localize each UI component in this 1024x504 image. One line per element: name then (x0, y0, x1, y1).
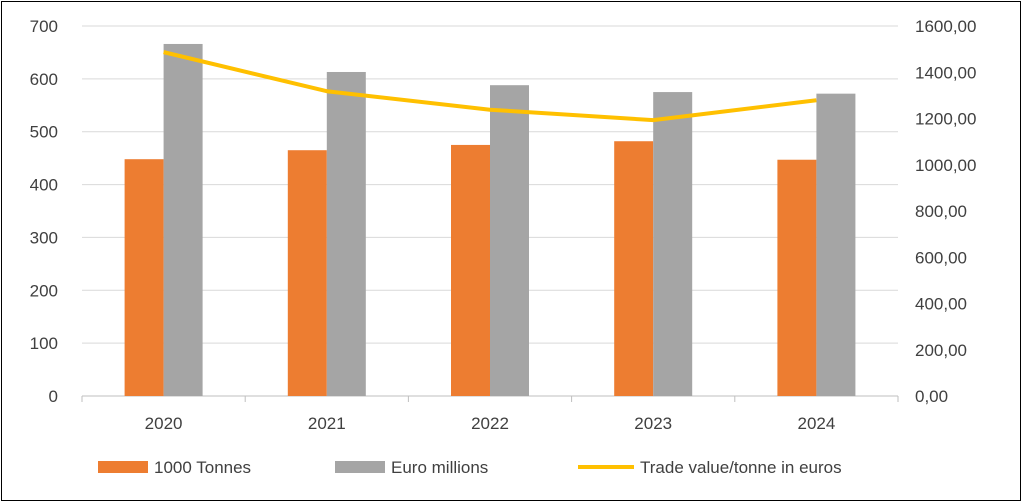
legend-label: Euro millions (391, 458, 488, 477)
x-axis-tick: 2023 (634, 414, 672, 433)
bar-euro-millions (163, 43, 203, 396)
right-axis-tick: 600,00 (915, 248, 967, 267)
left-axis-tick: 100 (30, 334, 58, 353)
left-axis-tick: 300 (30, 228, 58, 247)
right-axis-tick: 1200,00 (915, 110, 976, 129)
legend-label: 1000 Tonnes (154, 458, 251, 477)
bar-1000-tonnes (614, 141, 654, 396)
bar-euro-millions (653, 92, 693, 397)
x-axis-tick: 2021 (308, 414, 346, 433)
left-axis-tick: 400 (30, 176, 58, 195)
right-axis-tick: 0,00 (915, 387, 948, 406)
left-axis-tick: 700 (30, 17, 58, 36)
bar-1000-tonnes (287, 150, 327, 396)
bar-euro-millions (326, 71, 366, 396)
bar-euro-millions (816, 93, 856, 397)
x-axis-tick: 2020 (145, 414, 183, 433)
right-axis-tick: 200,00 (915, 341, 967, 360)
bar-1000-tonnes (124, 159, 164, 396)
right-axis-tick: 1400,00 (915, 63, 976, 82)
x-axis-tick: 2022 (471, 414, 509, 433)
right-axis-tick: 400,00 (915, 295, 967, 314)
bar-1000-tonnes (451, 144, 490, 396)
left-axis-tick: 0 (49, 387, 58, 406)
right-axis-tick: 1600,00 (915, 17, 976, 36)
bar-1000-tonnes (777, 159, 817, 396)
right-axis-tick: 1000,00 (915, 156, 976, 175)
right-axis-tick: 800,00 (915, 202, 967, 221)
left-axis-tick: 600 (30, 70, 58, 89)
left-axis-tick: 500 (30, 123, 58, 142)
x-axis-tick: 2024 (797, 414, 835, 433)
legend-swatch (98, 461, 148, 473)
bar-euro-millions (490, 85, 529, 396)
legend-swatch (335, 461, 385, 473)
legend-label: Trade value/tonne in euros (640, 458, 842, 477)
left-axis-tick: 200 (30, 281, 58, 300)
